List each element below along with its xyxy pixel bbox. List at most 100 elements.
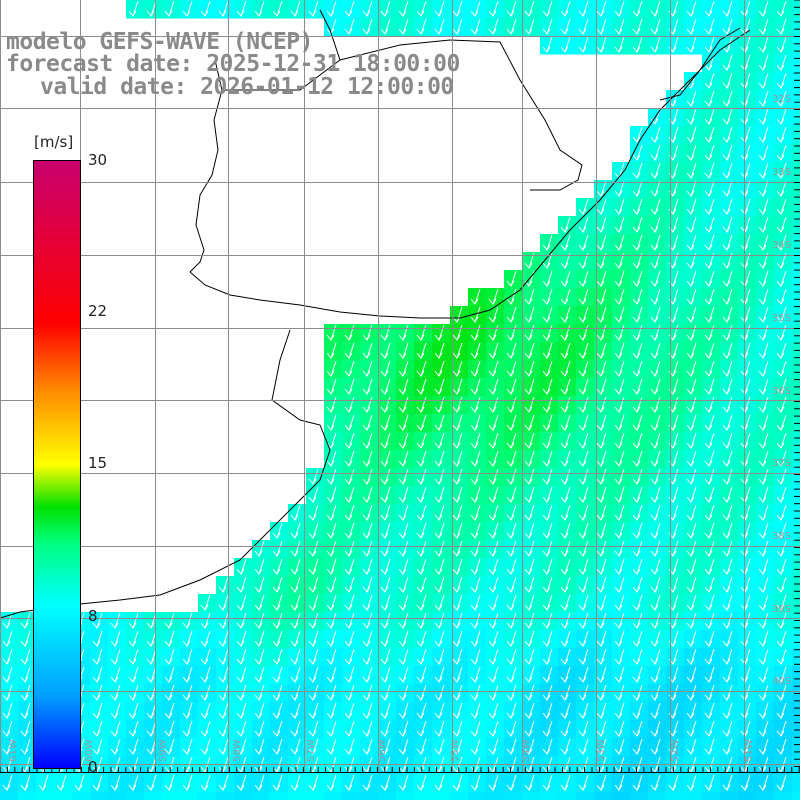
wind-arrow <box>506 468 517 485</box>
wind-arrow <box>614 648 625 665</box>
wind-arrow <box>326 450 337 467</box>
wind-arrow <box>614 612 625 629</box>
wind-arrow <box>272 630 283 647</box>
wind-arrow <box>2 720 13 737</box>
wind-arrow <box>524 702 535 719</box>
wind-arrow <box>218 720 229 737</box>
wind-arrow <box>110 648 121 665</box>
wind-arrow <box>452 540 463 557</box>
wind-arrow <box>686 342 697 359</box>
wind-arrow <box>758 36 769 53</box>
wind-arrow <box>650 270 661 287</box>
wind-arrow <box>56 774 67 791</box>
wind-arrow <box>596 18 607 35</box>
wind-arrow <box>596 540 607 557</box>
wind-arrow <box>488 540 499 557</box>
wind-arrow <box>560 360 571 377</box>
wind-arrow <box>776 216 787 233</box>
wind-arrow <box>614 576 625 593</box>
wind-arrow <box>776 108 787 125</box>
wind-arrow <box>596 180 607 197</box>
wind-arrow <box>182 738 193 755</box>
wind-arrow <box>704 324 715 341</box>
wind-arrow <box>506 630 517 647</box>
wind-arrow <box>722 630 733 647</box>
wind-arrow <box>560 234 571 251</box>
wind-arrow <box>650 36 661 53</box>
wind-arrow <box>686 144 697 161</box>
wind-arrow <box>632 594 643 611</box>
wind-arrow <box>92 774 103 791</box>
wind-arrow <box>326 720 337 737</box>
wind-speed-cell <box>558 792 577 800</box>
longitude-label: 53W <box>596 739 607 762</box>
wind-arrow <box>578 450 589 467</box>
wind-arrow <box>578 576 589 593</box>
wind-speed-cell <box>792 432 800 451</box>
wind-arrow <box>686 378 697 395</box>
wind-arrow <box>632 432 643 449</box>
wind-arrow <box>182 666 193 683</box>
wind-arrow <box>650 0 661 17</box>
wind-speed-cell <box>792 702 800 721</box>
wind-arrow <box>380 504 391 521</box>
wind-arrow <box>722 738 733 755</box>
wind-arrow <box>704 396 715 413</box>
wind-arrow <box>740 774 751 791</box>
wind-arrow <box>452 648 463 665</box>
wind-arrow <box>452 702 463 719</box>
wind-arrow <box>380 648 391 665</box>
wind-speed-cell <box>324 792 343 800</box>
wind-arrow <box>758 144 769 161</box>
wind-arrow <box>776 432 787 449</box>
wind-arrow <box>326 702 337 719</box>
longitude-label: 59W <box>158 739 169 762</box>
wind-arrow <box>380 594 391 611</box>
wind-arrow <box>722 72 733 89</box>
wind-arrow <box>308 720 319 737</box>
wind-arrow <box>650 594 661 611</box>
wind-arrow <box>164 666 175 683</box>
wind-arrow <box>272 774 283 791</box>
wind-arrow <box>344 432 355 449</box>
wind-arrow <box>722 540 733 557</box>
wind-arrow <box>308 738 319 755</box>
wind-arrow <box>578 540 589 557</box>
wind-arrow <box>506 648 517 665</box>
wind-arrow <box>416 630 427 647</box>
wind-arrow <box>614 216 625 233</box>
wind-arrow <box>542 522 553 539</box>
wind-arrow <box>560 306 571 323</box>
wind-arrow <box>506 576 517 593</box>
wind-arrow <box>614 666 625 683</box>
wind-arrow <box>326 414 337 431</box>
wind-arrow <box>452 396 463 413</box>
wind-arrow <box>722 162 733 179</box>
wind-arrow <box>434 486 445 503</box>
wind-speed-cell <box>792 180 800 199</box>
wind-arrow <box>722 522 733 539</box>
wind-arrow <box>668 774 679 791</box>
wind-arrow <box>182 702 193 719</box>
wind-arrow <box>452 666 463 683</box>
wind-arrow <box>704 666 715 683</box>
wind-arrow <box>758 648 769 665</box>
wind-arrow <box>470 0 481 17</box>
wind-arrow <box>578 558 589 575</box>
wind-arrow <box>398 774 409 791</box>
wind-speed-cell <box>360 792 379 800</box>
wind-arrow <box>20 684 31 701</box>
wind-arrow <box>596 702 607 719</box>
wind-arrow <box>758 216 769 233</box>
wind-arrow <box>290 774 301 791</box>
latitude-label: 36S <box>772 386 791 397</box>
wind-arrow <box>362 576 373 593</box>
wind-arrow <box>524 396 535 413</box>
wind-arrow <box>722 774 733 791</box>
wind-arrow <box>704 630 715 647</box>
wind-arrow <box>650 216 661 233</box>
wind-arrow <box>524 342 535 359</box>
wind-arrow <box>632 612 643 629</box>
wind-arrow <box>488 18 499 35</box>
wind-speed-cell <box>270 792 289 800</box>
